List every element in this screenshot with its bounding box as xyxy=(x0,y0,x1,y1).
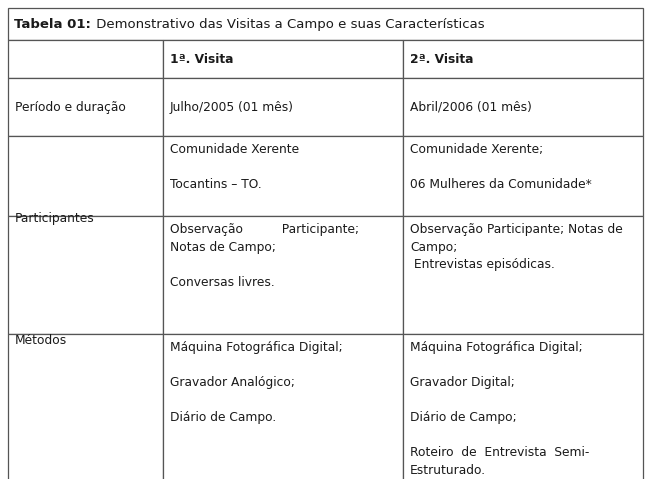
Bar xyxy=(163,216,403,334)
Text: Máquina Fotográfica Digital;

Gravador Digital;

Diário de Campo;

Roteiro  de  : Máquina Fotográfica Digital; Gravador Di… xyxy=(410,341,590,477)
Text: Abril/2006 (01 mês): Abril/2006 (01 mês) xyxy=(410,101,532,114)
Text: Observação          Participante;
Notas de Campo;

Conversas livres.: Observação Participante; Notas de Campo;… xyxy=(170,223,359,288)
Bar xyxy=(163,40,403,78)
Text: 1ª. Visita: 1ª. Visita xyxy=(170,53,233,66)
Bar xyxy=(403,40,643,78)
Text: Métodos: Métodos xyxy=(15,334,67,347)
Text: Tabela 01:: Tabela 01: xyxy=(14,18,91,31)
Bar xyxy=(403,334,643,479)
Bar xyxy=(8,216,163,334)
Bar xyxy=(8,8,643,40)
Bar xyxy=(8,334,163,479)
Text: Máquina Fotográfica Digital;

Gravador Analógico;

Diário de Campo.: Máquina Fotográfica Digital; Gravador An… xyxy=(170,341,342,424)
Bar xyxy=(8,78,163,136)
Text: Julho/2005 (01 mês): Julho/2005 (01 mês) xyxy=(170,101,294,114)
Bar xyxy=(163,136,403,216)
Text: Comunidade Xerente

Tocantins – TO.: Comunidade Xerente Tocantins – TO. xyxy=(170,143,299,191)
Bar xyxy=(403,136,643,216)
Text: Demonstrativo das Visitas a Campo e suas Características: Demonstrativo das Visitas a Campo e suas… xyxy=(92,18,484,31)
Bar xyxy=(403,78,643,136)
Bar xyxy=(8,40,163,78)
Text: Observação Participante; Notas de
Campo;
 Entrevistas episódicas.: Observação Participante; Notas de Campo;… xyxy=(410,223,623,271)
Text: Período e duração: Período e duração xyxy=(15,101,126,114)
Bar xyxy=(403,216,643,334)
Bar xyxy=(163,334,403,479)
Text: 2ª. Visita: 2ª. Visita xyxy=(410,53,473,66)
Bar xyxy=(163,78,403,136)
Bar xyxy=(8,136,163,216)
Text: Comunidade Xerente;

06 Mulheres da Comunidade*: Comunidade Xerente; 06 Mulheres da Comun… xyxy=(410,143,591,191)
Text: Participantes: Participantes xyxy=(15,212,95,225)
